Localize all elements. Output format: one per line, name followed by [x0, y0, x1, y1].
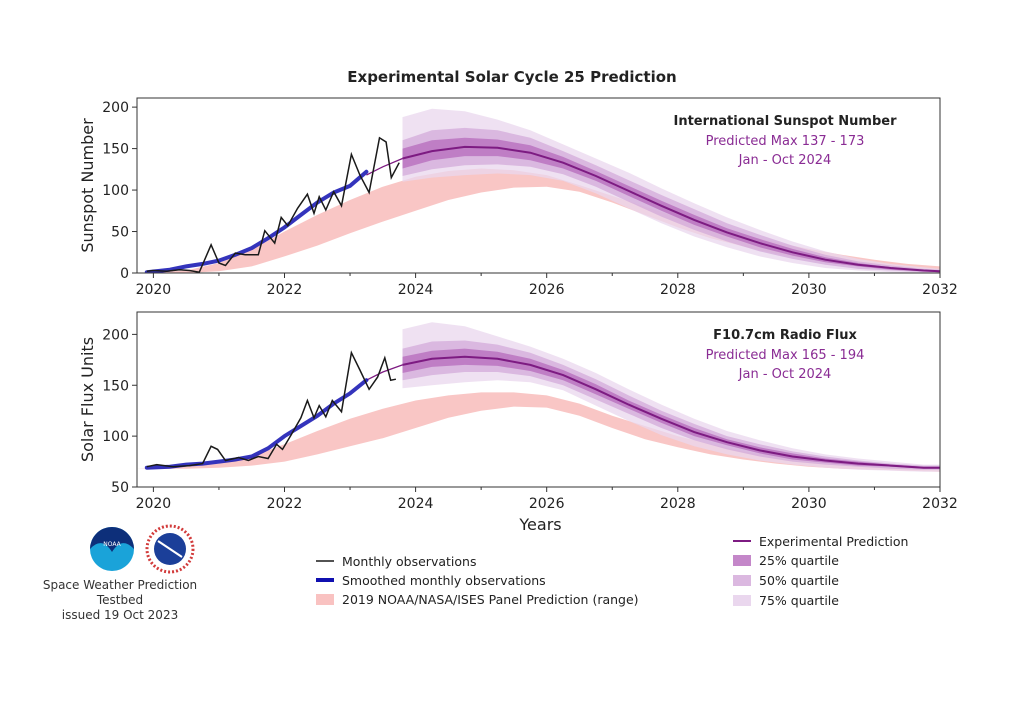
- annotation-max-window: Jan - Oct 2024: [738, 153, 832, 168]
- panel-2: 2020 2022 2024 2026 2028 2030 2032 50 100 150 200 S…: [78, 311, 958, 534]
- quartile-25-band: [402, 137, 940, 273]
- panel-1: 2020 2022 2024 2026 2028 2030 2032 0 50 100 150 200…: [78, 97, 958, 298]
- y-tick-label: 0: [120, 266, 129, 282]
- y-tick-label: 100: [102, 183, 129, 199]
- y-tick-label: 150: [102, 378, 129, 394]
- svg-text:NOAA: NOAA: [103, 541, 121, 548]
- x-tick-label: 2032: [922, 282, 958, 298]
- experimental-prediction-lead-line: [366, 157, 403, 176]
- legend-label-monthly: Monthly observations: [342, 554, 476, 569]
- legend-label-median: Experimental Prediction: [759, 534, 908, 549]
- annotation-predicted-max: Predicted Max 165 - 194: [706, 348, 865, 363]
- x-tick-label: 2028: [660, 496, 696, 512]
- y-axis-label: Solar Flux Units: [78, 337, 97, 462]
- quartile-25-band: [402, 348, 940, 469]
- x-tick-label: 2024: [398, 282, 434, 298]
- y-axis-label: Sunspot Number: [78, 118, 97, 253]
- noaa-logo: NOAA: [90, 527, 134, 571]
- legend-label-q25: 25% quartile: [759, 553, 839, 568]
- experimental-prediction-line: [402, 355, 940, 469]
- issued-date: issued 19 Oct 2023: [61, 608, 179, 622]
- x-tick-label: 2022: [267, 496, 303, 512]
- experimental-prediction-line: [402, 145, 940, 273]
- plot-frame: [136, 311, 941, 488]
- legend-swatch-q75: [733, 595, 751, 606]
- legend-observations: Monthly observations Smoothed monthly ob…: [316, 554, 639, 607]
- x-tick-label: 2026: [529, 496, 565, 512]
- x-tick-label: 2020: [136, 282, 172, 298]
- monthly-observations-line: [146, 136, 400, 273]
- y-tick-label: 50: [111, 225, 129, 241]
- x-tick-label: 2020: [136, 496, 172, 512]
- x-tick-label: 2030: [791, 282, 827, 298]
- legend-label-q75: 75% quartile: [759, 593, 839, 608]
- annotation-predicted-max: Predicted Max 137 - 173: [706, 134, 865, 149]
- legend-swatch-q25: [733, 555, 751, 566]
- logo-caption: Space Weather Prediction Testbed issued …: [20, 578, 220, 623]
- monthly-observations-line: [146, 350, 397, 468]
- smoothed-observations-line: [144, 169, 369, 273]
- quartile-50-band: [402, 127, 940, 273]
- plot-area: [137, 108, 940, 273]
- y-tick-label: 200: [102, 100, 129, 116]
- x-tick-label: 2028: [660, 282, 696, 298]
- smoothed-observations-line: [144, 378, 369, 470]
- experimental-prediction-lead-line: [366, 364, 403, 381]
- legend-label-q50: 50% quartile: [759, 573, 839, 588]
- annotation-max-window: Jan - Oct 2024: [738, 367, 832, 382]
- x-tick-label: 2026: [529, 282, 565, 298]
- x-axis-label: Years: [518, 515, 561, 534]
- x-tick-label: 2032: [922, 496, 958, 512]
- plot-area: [137, 322, 940, 472]
- nws-logo: [145, 524, 195, 574]
- legend-swatch-q50: [733, 575, 751, 586]
- org-name: Space Weather Prediction Testbed: [42, 578, 198, 607]
- annotation-title: International Sunspot Number: [674, 114, 898, 129]
- plot-frame: [136, 97, 941, 274]
- y-tick-label: 200: [102, 327, 129, 343]
- legend-label-panel: 2019 NOAA/NASA/ISES Panel Prediction (ra…: [342, 592, 639, 607]
- chart-title: Experimental Solar Cycle 25 Prediction: [347, 68, 676, 86]
- y-tick-label: 100: [102, 429, 129, 445]
- x-tick-label: 2030: [791, 496, 827, 512]
- y-tick-label: 50: [111, 480, 129, 496]
- x-tick-label: 2024: [398, 496, 434, 512]
- legend-prediction: Experimental Prediction 25% quartile 50%…: [733, 534, 908, 608]
- x-tick-label: 2022: [267, 282, 303, 298]
- annotation-title: F10.7cm Radio Flux: [713, 328, 857, 343]
- legend-swatch-panel: [316, 594, 334, 605]
- y-tick-label: 150: [102, 142, 129, 158]
- legend-label-smoothed: Smoothed monthly observations: [342, 573, 546, 588]
